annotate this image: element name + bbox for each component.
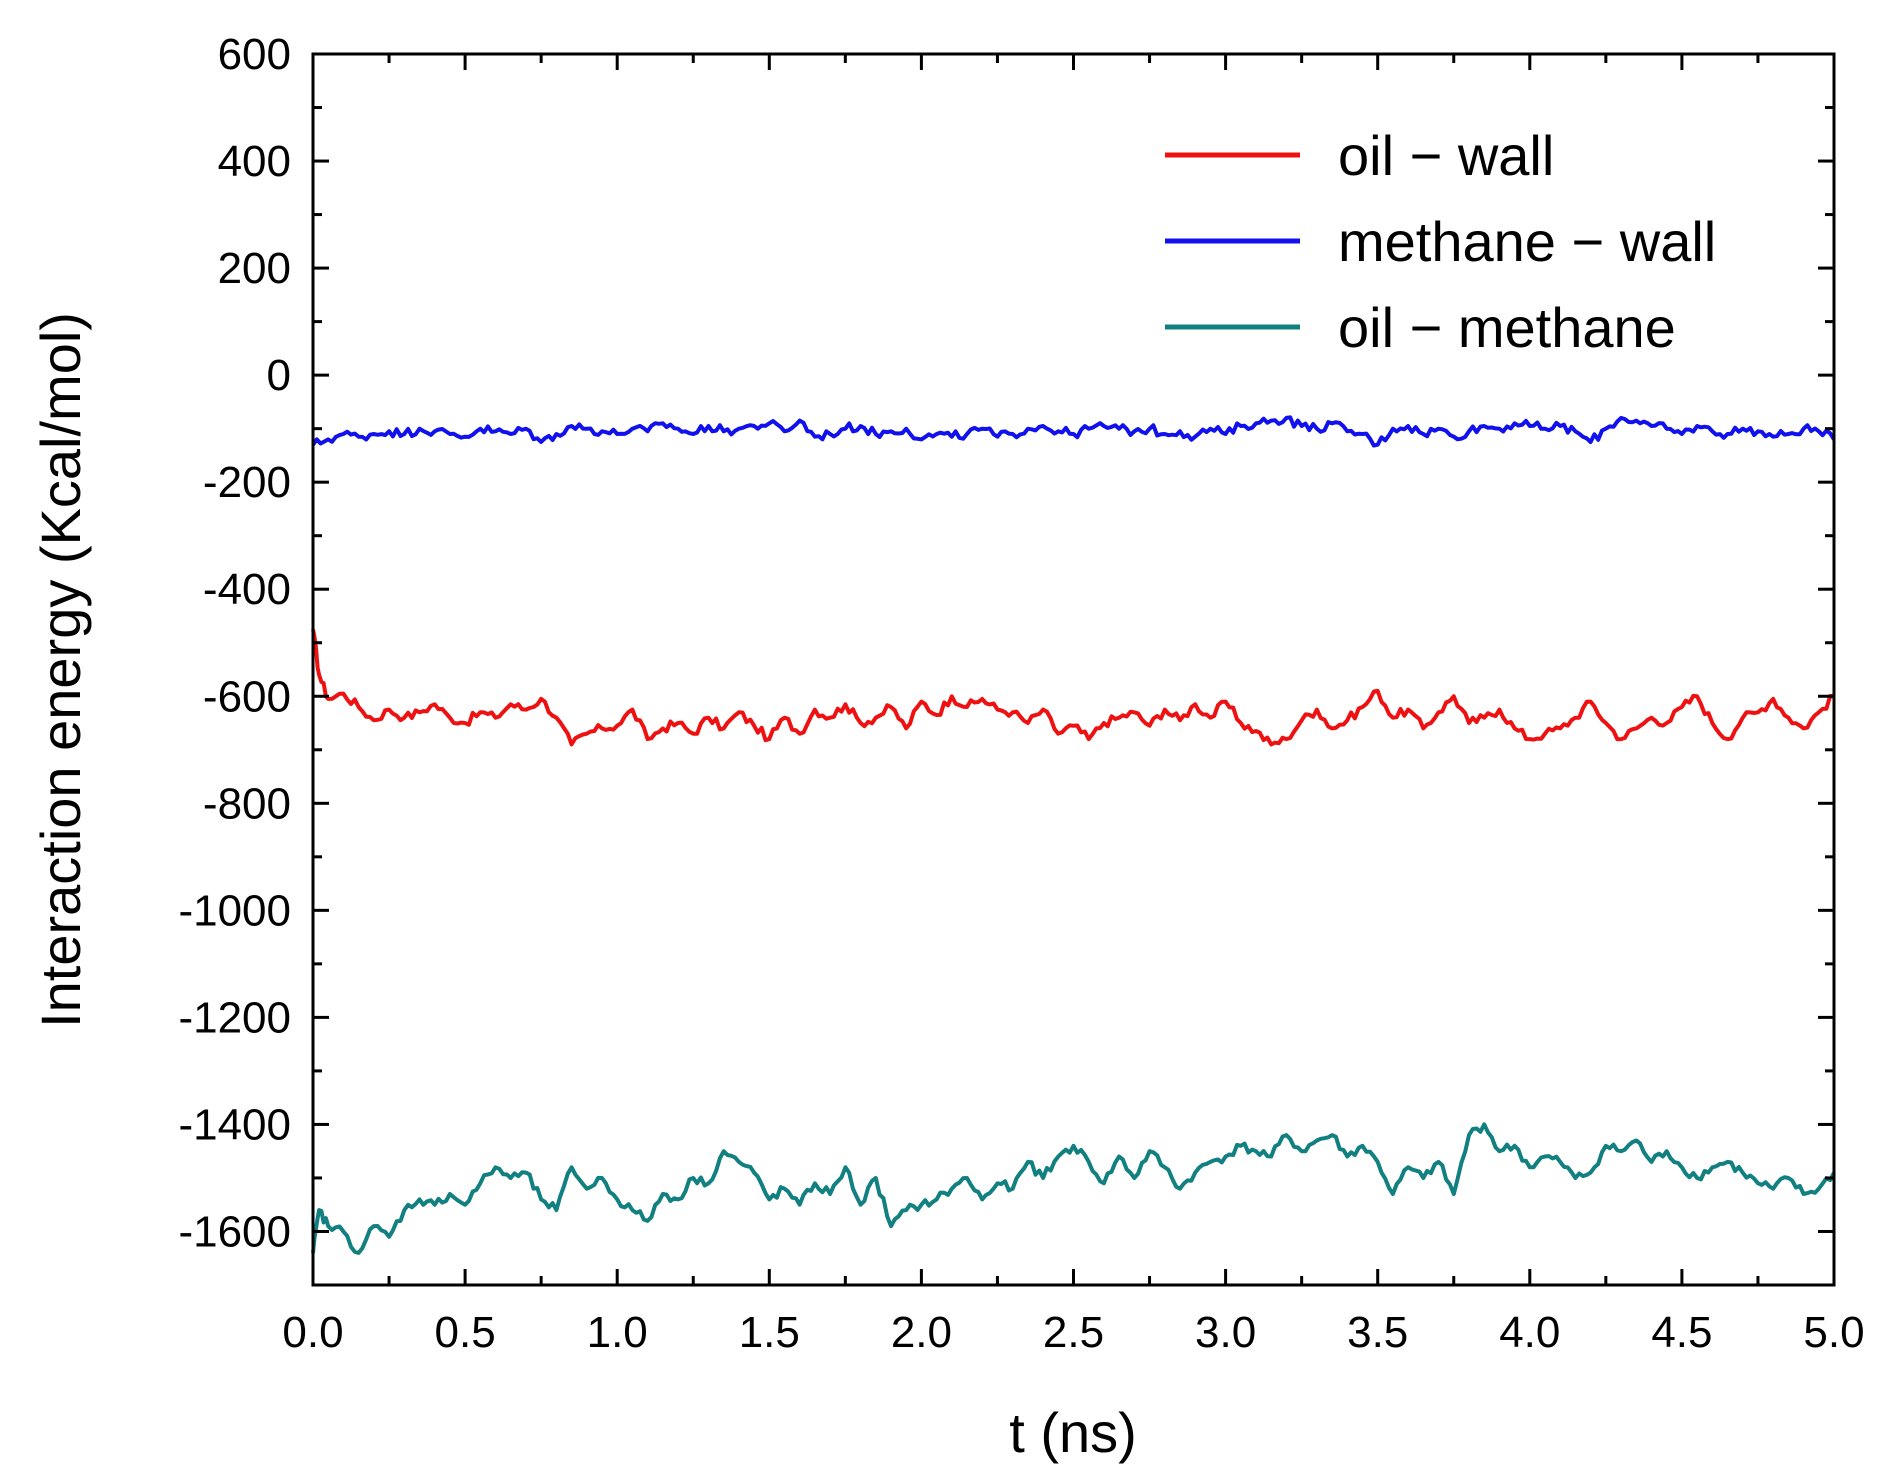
y-tick-label: -400 [203, 565, 291, 614]
y-tick-label: -200 [203, 458, 291, 507]
y-tick-label: 0 [267, 351, 291, 400]
x-tick-label: 0.5 [435, 1308, 496, 1357]
plot-frame [311, 52, 1836, 1287]
y-tick-label: 600 [218, 30, 291, 79]
x-axis-title: t (ns) [1009, 1401, 1137, 1464]
x-tick-labels: 0.0 0.5 1.0 1.5 2.0 2.5 3.0 3.5 4.0 4.5 5.0 [282, 1308, 1864, 1357]
x-tick-label: 2.5 [1043, 1308, 1104, 1357]
y-axis-title: Interaction energy (Kcal/mol) [29, 312, 92, 1028]
legend-label-3: oil − methane [1338, 296, 1676, 359]
series-layer [311, 415, 1836, 1255]
series-line-2 [311, 415, 1836, 448]
x-tick-label: 5.0 [1803, 1308, 1864, 1357]
y-tick-label: -1400 [178, 1100, 291, 1149]
y-tick-label: -1200 [178, 993, 291, 1042]
x-tick-label: 3.0 [1195, 1308, 1256, 1357]
x-tick-label: 4.0 [1499, 1308, 1560, 1357]
legend: oil − wall methane − wall oil − methane [1165, 124, 1716, 359]
legend-label-2: methane − wall [1338, 210, 1716, 273]
y-tick-label: -1600 [178, 1207, 291, 1256]
x-tick-label: 4.5 [1651, 1308, 1712, 1357]
y-tick-label: -1000 [178, 886, 291, 935]
legend-label-1: oil − wall [1338, 124, 1554, 187]
y-tick-labels: 600 400 200 0 -200 -400 -600 -800 -1000 -1200 -140… [178, 30, 291, 1256]
x-tick-label: 3.5 [1347, 1308, 1408, 1357]
series-line-3 [311, 1122, 1836, 1255]
x-tick-label: 1.0 [587, 1308, 648, 1357]
x-tick-label: 1.5 [739, 1308, 800, 1357]
y-tick-label: -800 [203, 779, 291, 828]
y-tick-label: 400 [218, 137, 291, 186]
x-tick-label: 2.0 [891, 1308, 952, 1357]
x-tick-label: 0.0 [282, 1308, 343, 1357]
series-line-1 [311, 629, 1835, 747]
y-tick-label: -600 [203, 672, 291, 721]
y-tick-label: 200 [218, 244, 291, 293]
